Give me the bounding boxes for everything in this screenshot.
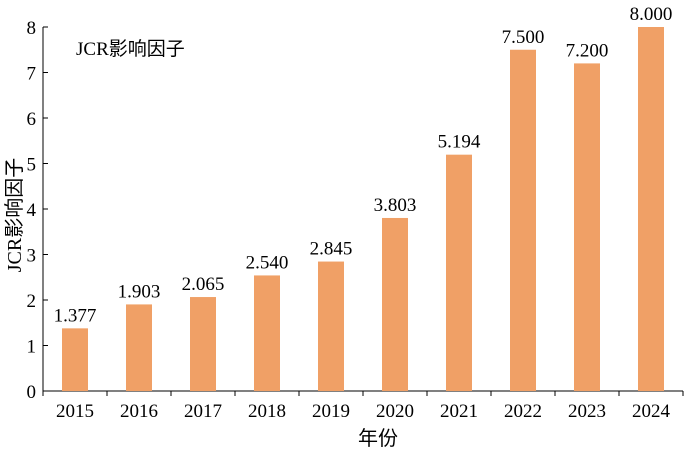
x-tick-label: 2024 (632, 401, 671, 422)
bars (62, 27, 664, 392)
y-tick-label: 4 (27, 200, 37, 221)
bar (318, 261, 344, 391)
x-tick-label: 2016 (120, 401, 158, 422)
x-tick-label: 2020 (376, 401, 414, 422)
data-label: 8.000 (630, 4, 673, 25)
data-label: 2.845 (310, 239, 353, 260)
bar (254, 275, 280, 391)
y-tick-label: 1 (27, 337, 37, 358)
bar (190, 297, 216, 391)
y-tick-label: 5 (27, 155, 37, 176)
x-tick-label: 2023 (568, 401, 606, 422)
x-tick-label: 2017 (184, 401, 222, 422)
bar (638, 27, 664, 391)
x-tick-label: 2018 (248, 401, 286, 422)
legend-label: JCR影响因子 (76, 38, 185, 60)
y-tick-label: 7 (27, 64, 37, 85)
bar (446, 154, 472, 391)
y-tick-label: 0 (27, 382, 37, 403)
bar (510, 49, 536, 391)
y-axis-title: JCR影响因子 (3, 158, 26, 272)
x-axis-title: 年份 (358, 427, 398, 450)
y-tick-label: 8 (27, 18, 37, 39)
x-ticks: 2015 2016 2017 2018 2019 2020 2021 2022 2023 2024 (42, 391, 684, 422)
bar (382, 217, 408, 391)
bar (126, 304, 152, 391)
data-label: 2.065 (182, 274, 225, 295)
data-label: 7.500 (502, 27, 545, 48)
x-tick-label: 2022 (504, 401, 542, 422)
data-label: 3.803 (374, 195, 417, 216)
y-tick-label: 3 (27, 246, 37, 267)
y-ticks: 0 1 2 3 4 5 6 7 8 (27, 18, 48, 403)
x-tick-label: 2015 (56, 401, 94, 422)
data-labels: 1.377 1.903 2.065 2.540 2.845 3.803 5.194 7.500… (54, 4, 673, 326)
data-label: 2.540 (246, 252, 289, 273)
x-tick-label: 2019 (312, 401, 350, 422)
y-tick-label: 2 (27, 291, 37, 312)
data-label: 5.194 (438, 132, 481, 153)
data-label: 7.200 (566, 40, 609, 61)
data-label: 1.377 (54, 305, 97, 326)
x-tick-label: 2021 (440, 401, 478, 422)
bar (62, 328, 88, 391)
y-tick-label: 6 (27, 109, 37, 130)
bar (574, 63, 600, 392)
data-label: 1.903 (118, 281, 161, 302)
